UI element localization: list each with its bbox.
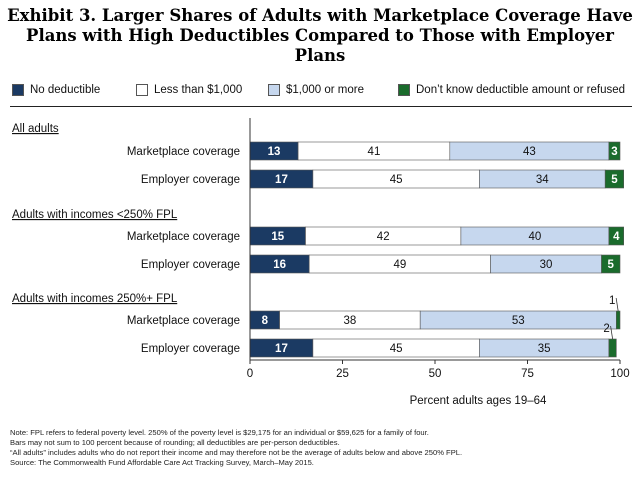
data-label: 17 <box>275 343 288 355</box>
data-label: 49 <box>393 259 406 271</box>
footnote-line: Bars may not sum to 100 percent because … <box>10 438 340 447</box>
legend-divider <box>10 106 632 107</box>
chart-title-line: Plans with High Deductibles Compared to … <box>26 26 614 65</box>
legend: No deductible Less than $1,000 $1,000 or… <box>12 84 632 100</box>
x-tick-label: 25 <box>336 368 349 380</box>
data-label: 43 <box>523 146 536 158</box>
x-tick-label: 100 <box>610 368 629 380</box>
chart-title: Exhibit 3. Larger Shares of Adults with … <box>0 6 640 66</box>
legend-item-1000-or-more: $1,000 or more <box>268 84 364 96</box>
data-label: 4 <box>613 231 620 243</box>
data-label: 45 <box>390 343 403 355</box>
row-label: Employer coverage <box>141 343 240 355</box>
data-label: 40 <box>529 231 542 243</box>
footnotes: Note: FPL refers to federal poverty leve… <box>10 428 630 468</box>
data-label: 38 <box>344 315 357 327</box>
legend-item-dont-know: Don’t know deductible amount or refused <box>398 84 625 96</box>
bar-segment <box>615 310 621 330</box>
data-label: 42 <box>377 231 390 243</box>
data-label: 34 <box>536 174 549 186</box>
data-label: 45 <box>390 174 403 186</box>
data-label: 8 <box>262 315 269 327</box>
group-label: Adults with incomes <250% FPL <box>12 209 178 221</box>
bar-segment <box>608 226 625 246</box>
bar-segment <box>604 169 625 189</box>
legend-label: No deductible <box>30 84 101 96</box>
legend-swatch <box>136 84 148 96</box>
row-label: Marketplace coverage <box>127 231 240 243</box>
data-label: 35 <box>538 343 551 355</box>
data-label: 5 <box>608 259 615 271</box>
chart-title-line: Exhibit 3. Larger Shares of Adults with … <box>7 6 633 25</box>
legend-label: Less than $1,000 <box>154 84 243 96</box>
footnote-line: “All adults” includes adults who do not … <box>10 448 463 457</box>
x-tick-label: 50 <box>429 368 442 380</box>
bar-segment <box>601 254 621 274</box>
data-label: 3 <box>611 146 617 158</box>
data-label: 15 <box>271 231 284 243</box>
row-label: Marketplace coverage <box>127 146 240 158</box>
row-label: Marketplace coverage <box>127 315 240 327</box>
data-label: 1 <box>609 295 615 307</box>
legend-swatch <box>398 84 410 96</box>
data-label: 13 <box>268 146 281 158</box>
bar-segment <box>608 338 617 358</box>
footnote-line: Note: FPL refers to federal poverty leve… <box>10 428 429 437</box>
x-tick-label: 0 <box>247 368 253 380</box>
data-label: 30 <box>540 259 553 271</box>
data-label: 53 <box>512 315 525 327</box>
group-label: Adults with incomes 250%+ FPL <box>12 293 178 305</box>
legend-label: Don’t know deductible amount or refused <box>416 84 626 96</box>
data-label: 5 <box>611 174 618 186</box>
leader-line <box>615 297 619 312</box>
legend-item-less-than-1000: Less than $1,000 <box>136 84 242 96</box>
legend-item-no-deductible: No deductible <box>12 84 100 96</box>
row-label: Employer coverage <box>141 259 240 271</box>
data-label: 17 <box>275 174 288 186</box>
data-label: 2 <box>603 323 609 335</box>
legend-swatch <box>12 84 24 96</box>
footnote-line: Source: The Commonwealth Fund Affordable… <box>10 458 314 467</box>
leader-line <box>610 325 613 340</box>
row-label: Employer coverage <box>141 174 240 186</box>
legend-label: $1,000 or more <box>286 84 364 96</box>
bar-segment <box>608 141 621 161</box>
x-axis-label: Percent adults ages 19–64 <box>410 395 547 407</box>
x-tick-label: 75 <box>521 368 534 380</box>
legend-swatch <box>268 84 280 96</box>
data-label: 41 <box>368 146 381 158</box>
data-label: 16 <box>273 259 286 271</box>
group-label: All adults <box>12 123 59 135</box>
